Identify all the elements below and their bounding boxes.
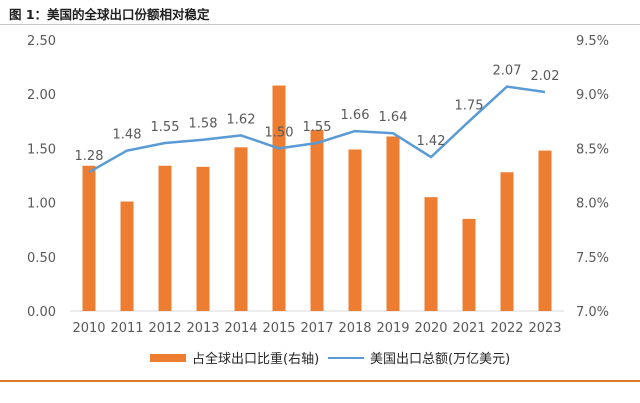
bar [462, 218, 476, 311]
legend-line-swatch [328, 356, 364, 359]
legend-bar-swatch [150, 353, 186, 362]
x-axis-tick-label: 2013 [186, 321, 219, 336]
x-axis-tick-label: 2019 [376, 321, 409, 336]
line-data-label: 1.62 [227, 112, 256, 127]
left-axis-tick-label: 2.50 [27, 34, 56, 49]
x-axis-tick-label: 2018 [338, 321, 371, 336]
right-axis-tick-label: 8.0% [576, 197, 609, 212]
chart: 0.00 0.50 1.00 1.50 2.00 2.50 7.0% 7.5% 8.0% 8.5%… [27, 34, 609, 336]
line-data-label: 1.50 [265, 125, 294, 140]
line-data-label: 1.58 [189, 117, 218, 132]
x-axis-tick-label: 2020 [414, 321, 447, 336]
line-data-label: 1.66 [341, 108, 370, 123]
right-axis-tick-label: 7.5% [576, 251, 609, 266]
bar [158, 165, 172, 311]
bar [234, 147, 248, 311]
x-axis-tick-label: 2017 [300, 321, 333, 336]
x-axis-tick-label: 2011 [110, 321, 143, 336]
bar [348, 149, 362, 311]
line-data-label: 1.48 [113, 128, 142, 143]
bar [82, 165, 96, 311]
right-axis-tick-label: 8.5% [576, 142, 609, 157]
x-axis-tick-label: 2023 [528, 321, 561, 336]
legend-bar-label: 占全球出口比重(右轴) [192, 352, 320, 367]
x-axis-tick-label: 2021 [452, 321, 485, 336]
x-axis-tick-label: 2014 [224, 321, 257, 336]
right-axis-tick-label: 7.0% [576, 305, 609, 320]
x-axis-tick-label: 2015 [262, 321, 295, 336]
figure-title: 图 1：美国的全球出口份额相对稳定 [9, 7, 210, 22]
line-data-label: 1.55 [303, 120, 332, 135]
bar [120, 201, 134, 311]
series-line [88, 85, 546, 174]
right-axis-tick-label: 9.5% [576, 34, 609, 49]
bar [538, 150, 552, 311]
bar [196, 166, 210, 311]
x-axis-tick-label: 2012 [148, 321, 181, 336]
bar [310, 129, 324, 311]
left-axis-tick-label: 1.50 [27, 142, 56, 157]
legend-item-bar: 占全球出口比重(右轴) [150, 348, 319, 367]
bar [500, 172, 514, 311]
left-axis-tick-label: 1.00 [27, 197, 56, 212]
legend-line-label: 美国出口总额(万亿美元) [370, 352, 511, 367]
line-data-label: 1.42 [417, 134, 446, 149]
bar [386, 136, 400, 311]
bar [424, 197, 438, 311]
bar [272, 85, 286, 311]
footer-divider [0, 380, 640, 382]
line-data-label: 1.75 [455, 98, 484, 113]
title-divider [0, 24, 640, 25]
x-axis-tick-label: 2022 [490, 321, 523, 336]
line-data-label: 1.28 [75, 149, 104, 164]
line-data-label: 2.07 [493, 64, 522, 79]
line-data-label: 1.64 [379, 110, 408, 125]
legend-item-line: 美国出口总额(万亿美元) [328, 348, 510, 367]
left-axis-tick-label: 2.00 [27, 88, 56, 103]
left-axis-tick-label: 0.50 [27, 251, 56, 266]
left-axis-tick-label: 0.00 [27, 305, 56, 320]
line-data-label: 1.55 [151, 120, 180, 135]
line-data-label: 2.02 [531, 69, 560, 84]
x-axis-tick-label: 2010 [72, 321, 105, 336]
right-axis-tick-label: 9.0% [576, 88, 609, 103]
legend: 占全球出口比重(右轴) 美国出口总额(万亿美元) [0, 348, 640, 367]
